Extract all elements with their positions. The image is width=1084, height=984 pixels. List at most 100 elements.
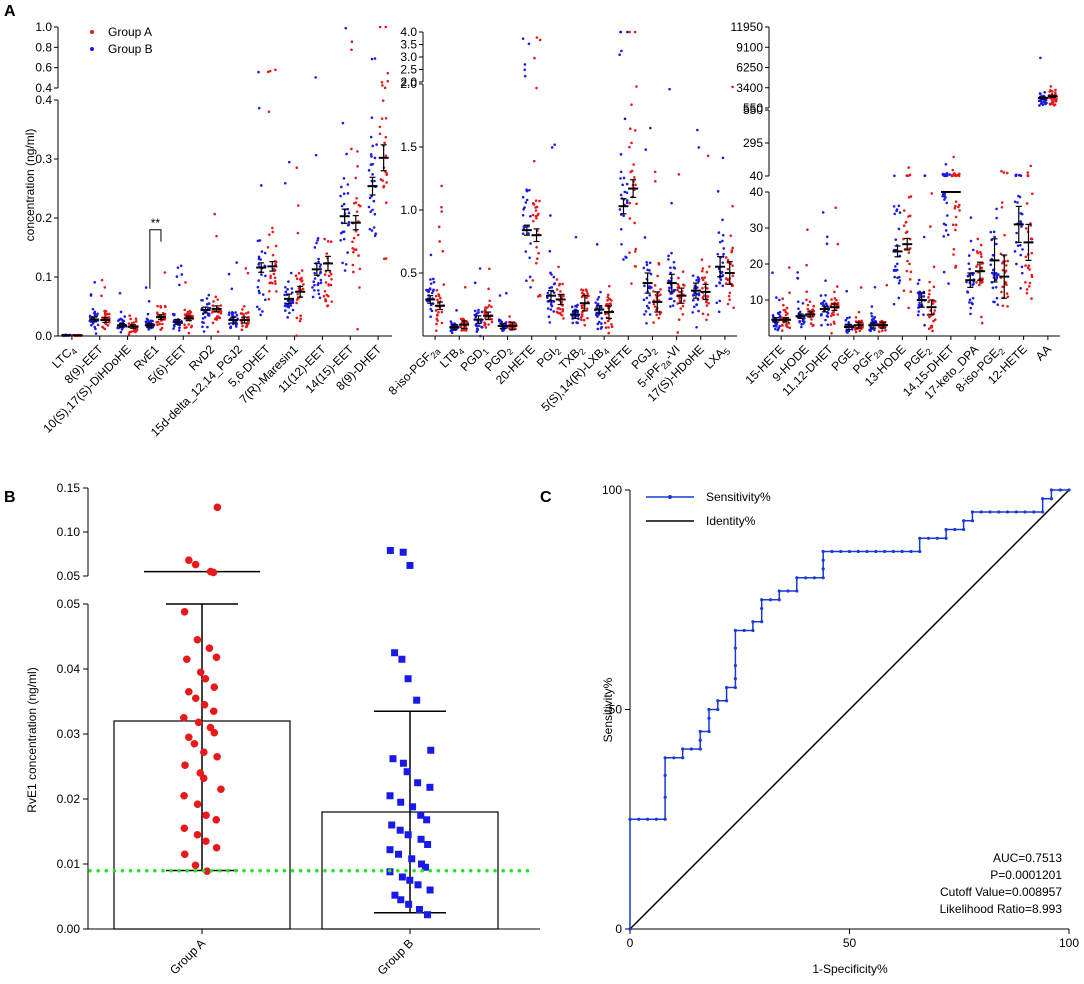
- data-point: [283, 293, 286, 297]
- data-point: [202, 330, 206, 333]
- data-point-group-b: [386, 846, 394, 854]
- data-point-group-b: [414, 779, 422, 787]
- data-point: [951, 168, 955, 172]
- roc-point: [804, 576, 808, 580]
- data-point: [256, 285, 260, 289]
- data-point: [317, 292, 321, 296]
- data-point-group-a: [181, 761, 189, 769]
- data-point: [653, 170, 657, 174]
- roc-point: [760, 620, 764, 624]
- y-tick-label: 0.3: [35, 152, 52, 166]
- data-point: [346, 251, 349, 254]
- roc-point: [663, 817, 667, 821]
- data-point-group-a: [217, 785, 225, 794]
- data-point: [777, 326, 781, 330]
- data-point: [240, 328, 244, 332]
- data-point: [341, 121, 345, 125]
- data-point: [549, 308, 553, 311]
- data-point: [497, 319, 501, 323]
- data-point: [144, 286, 148, 289]
- data-point: [778, 314, 782, 317]
- data-point: [968, 267, 972, 271]
- data-point: [625, 182, 629, 186]
- data-point: [892, 269, 896, 272]
- data-point: [645, 296, 649, 300]
- data-point: [121, 320, 125, 323]
- data-point: [156, 323, 159, 327]
- data-point: [558, 311, 562, 315]
- data-point-group-a: [191, 560, 200, 569]
- data-point: [819, 313, 823, 317]
- data-point: [355, 196, 358, 200]
- data-point: [1043, 101, 1047, 104]
- data-point: [583, 323, 587, 327]
- y-tick-label: 3.5: [400, 38, 417, 52]
- data-point: [534, 199, 538, 202]
- data-point: [484, 308, 487, 312]
- roc-point: [707, 729, 711, 734]
- data-point: [241, 308, 244, 311]
- data-point-group-a: [202, 811, 210, 820]
- data-point: [100, 294, 103, 298]
- data-point: [187, 323, 191, 326]
- data-point: [213, 212, 216, 216]
- data-point: [384, 154, 388, 158]
- data-point: [829, 314, 833, 318]
- data-point: [625, 256, 628, 259]
- data-point: [1054, 88, 1057, 92]
- data-point: [981, 280, 984, 284]
- data-point: [707, 301, 710, 305]
- data-point: [295, 277, 299, 281]
- data-point: [548, 321, 552, 324]
- data-point: [600, 325, 604, 329]
- data-point: [450, 331, 454, 335]
- data-point: [352, 236, 356, 240]
- data-point: [832, 310, 835, 314]
- data-point: [1051, 90, 1054, 93]
- data-point: [299, 317, 303, 321]
- data-point: [260, 250, 264, 253]
- roc-point: [962, 527, 966, 532]
- data-point: [606, 299, 609, 302]
- data-point: [342, 177, 346, 180]
- roc-point: [663, 795, 667, 799]
- data-point: [884, 329, 887, 332]
- y-tick-label: 0.4: [35, 93, 52, 107]
- data-point: [219, 312, 223, 315]
- data-point: [619, 227, 623, 231]
- data-point: [202, 321, 205, 325]
- data-point: [581, 291, 584, 295]
- identity-line: [629, 489, 1070, 930]
- data-point: [1016, 244, 1020, 247]
- data-point: [907, 251, 911, 254]
- data-point-group-a: [190, 739, 199, 748]
- stat-annotation: Cutoff Value=0.008957: [940, 885, 1062, 899]
- data-point: [604, 304, 608, 308]
- data-point: [797, 307, 800, 311]
- roc-point: [865, 549, 869, 554]
- data-point: [625, 191, 629, 194]
- data-point: [975, 281, 978, 284]
- data-point: [909, 290, 913, 294]
- data-point: [668, 286, 671, 290]
- data-point: [535, 86, 538, 90]
- roc-point: [645, 817, 650, 821]
- data-point: [979, 252, 983, 256]
- data-point: [1019, 286, 1022, 290]
- roc-point: [733, 664, 737, 668]
- data-point: [861, 321, 864, 325]
- data-point: [868, 328, 871, 332]
- data-point: [1043, 91, 1047, 94]
- roc-point: [1049, 497, 1054, 501]
- data-point: [1054, 98, 1058, 101]
- data-point: [317, 281, 320, 285]
- data-point-group-b: [408, 855, 416, 863]
- data-point: [352, 250, 355, 254]
- data-point: [344, 262, 348, 266]
- roc-point: [786, 589, 790, 593]
- data-point: [529, 285, 532, 289]
- roc-point: [777, 598, 781, 602]
- data-point: [242, 312, 245, 316]
- data-point: [386, 71, 390, 75]
